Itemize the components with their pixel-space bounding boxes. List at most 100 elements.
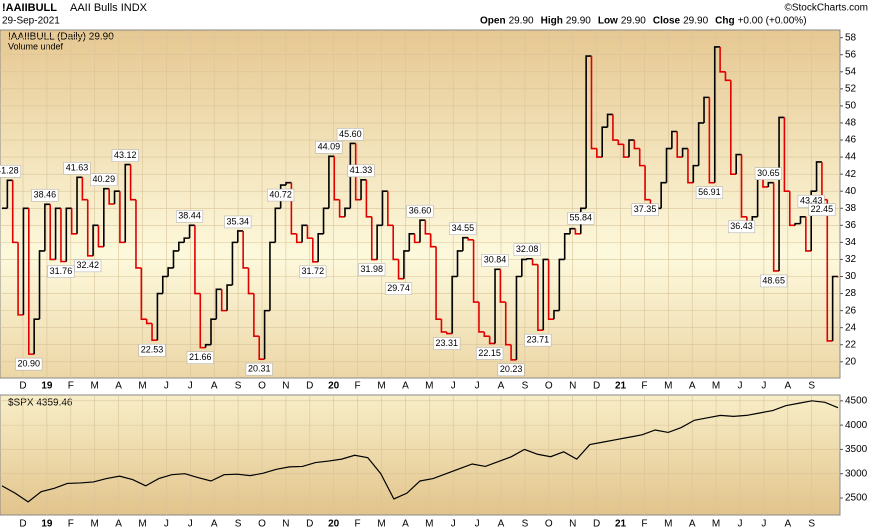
x-tick-label: 21	[615, 519, 627, 530]
legend: $SPX 4359.46	[8, 398, 73, 409]
x-tick-label: J	[188, 381, 193, 392]
data-label-text: 31.76	[50, 266, 73, 276]
data-label-text: 40.29	[93, 174, 116, 184]
x-tick-label: M	[712, 519, 720, 530]
data-label: 38.44	[176, 210, 204, 223]
step-segment	[794, 222, 801, 226]
step-segment	[108, 188, 115, 205]
data-label-box	[315, 141, 343, 154]
data-label-box	[224, 215, 252, 229]
data-label-text: 37.35	[634, 204, 657, 214]
y-tick-label: 58	[845, 32, 857, 43]
data-label: 31.76	[47, 265, 75, 278]
step-segment	[397, 259, 404, 280]
x-tick-label: N	[282, 381, 289, 392]
x-tick-label: M	[664, 519, 672, 530]
step-segment	[521, 258, 528, 277]
data-label-box	[631, 203, 659, 216]
data-label: 23.31	[433, 337, 461, 350]
data-label-text: 22.45	[811, 204, 834, 214]
step-segment	[601, 126, 608, 158]
step-segment	[387, 191, 394, 227]
step-segment	[537, 264, 544, 331]
step-segment	[81, 177, 88, 201]
step-segment	[6, 179, 13, 209]
step-segment	[681, 147, 688, 158]
step-segment	[135, 199, 142, 269]
step-segment	[515, 275, 522, 360]
data-label-text: 40.72	[269, 189, 292, 199]
data-label: 23.71	[524, 333, 552, 347]
data-label: 40.72	[267, 188, 295, 202]
step-segment	[451, 275, 458, 334]
ohlc-name: Open	[480, 16, 506, 27]
data-label: 32.42	[74, 259, 102, 273]
data-label: 22.45	[808, 203, 836, 216]
x-tick-label: M	[425, 381, 433, 392]
data-label-box	[433, 337, 461, 350]
x-tick-label: J	[164, 381, 169, 392]
step-segment	[119, 191, 126, 244]
step-segment	[713, 46, 721, 183]
data-label: 30.84	[481, 254, 509, 267]
x-tick-label: N	[569, 381, 576, 392]
legend: !AAIIBULL (Daily) 29.90	[8, 32, 114, 43]
x-tick-label: N	[569, 519, 576, 530]
step-segment	[188, 224, 195, 239]
x-tick-label: O	[258, 381, 266, 392]
data-label: 56.91	[695, 186, 723, 199]
step-segment	[547, 259, 554, 320]
step-segment	[687, 148, 694, 184]
x-tick-label: A	[498, 519, 505, 530]
x-tick-label: S	[522, 519, 529, 530]
step-segment	[574, 228, 581, 235]
x-tick-label: A	[689, 519, 696, 530]
step-segment	[322, 207, 329, 234]
step-segment	[596, 148, 603, 158]
x-tick-label: N	[282, 519, 289, 530]
data-label-text: 29.74	[387, 283, 410, 293]
x-tick-label: 20	[328, 519, 340, 530]
step-segment	[708, 97, 715, 184]
step-segment	[735, 153, 742, 175]
data-label-box	[15, 357, 43, 371]
x-tick-label: J	[738, 519, 743, 530]
x-tick-label: F	[641, 381, 647, 392]
step-segment	[665, 147, 672, 183]
data-label-text: 45.60	[339, 129, 362, 139]
x-tick-label: F	[641, 519, 647, 530]
step-segment	[210, 318, 217, 345]
step-segment	[11, 180, 19, 244]
step-segment	[258, 336, 265, 360]
lower-panel	[0, 394, 841, 516]
x-tick-label: A	[784, 381, 791, 392]
data-label-box	[513, 243, 541, 257]
step-segment	[510, 344, 517, 361]
step-segment	[419, 219, 426, 243]
y-tick-label: 32	[845, 254, 857, 265]
data-label-text: 44.09	[318, 142, 341, 152]
data-label-text: 43.12	[114, 150, 137, 160]
x-tick-label: 21	[615, 381, 627, 392]
step-segment	[622, 144, 629, 158]
step-segment	[494, 268, 501, 344]
x-tick-label: D	[306, 519, 313, 530]
data-label-box	[497, 363, 525, 377]
step-segment	[365, 179, 372, 218]
y-tick-label: 4000	[845, 420, 868, 431]
step-segment	[617, 140, 624, 146]
line	[1, 400, 839, 503]
data-label-box	[808, 203, 836, 216]
step-segment	[301, 224, 308, 243]
step-segment	[590, 56, 597, 150]
step-segment	[483, 331, 490, 338]
step-segment	[92, 224, 99, 256]
x-tick-label: J	[475, 381, 480, 392]
data-label: 55.84	[567, 212, 595, 225]
title: !AAIIBULL	[2, 2, 57, 14]
data-label-text: 36.60	[409, 206, 432, 216]
x-tick-label: M	[425, 519, 433, 530]
step-segment	[408, 233, 415, 251]
step-segment	[381, 190, 388, 226]
